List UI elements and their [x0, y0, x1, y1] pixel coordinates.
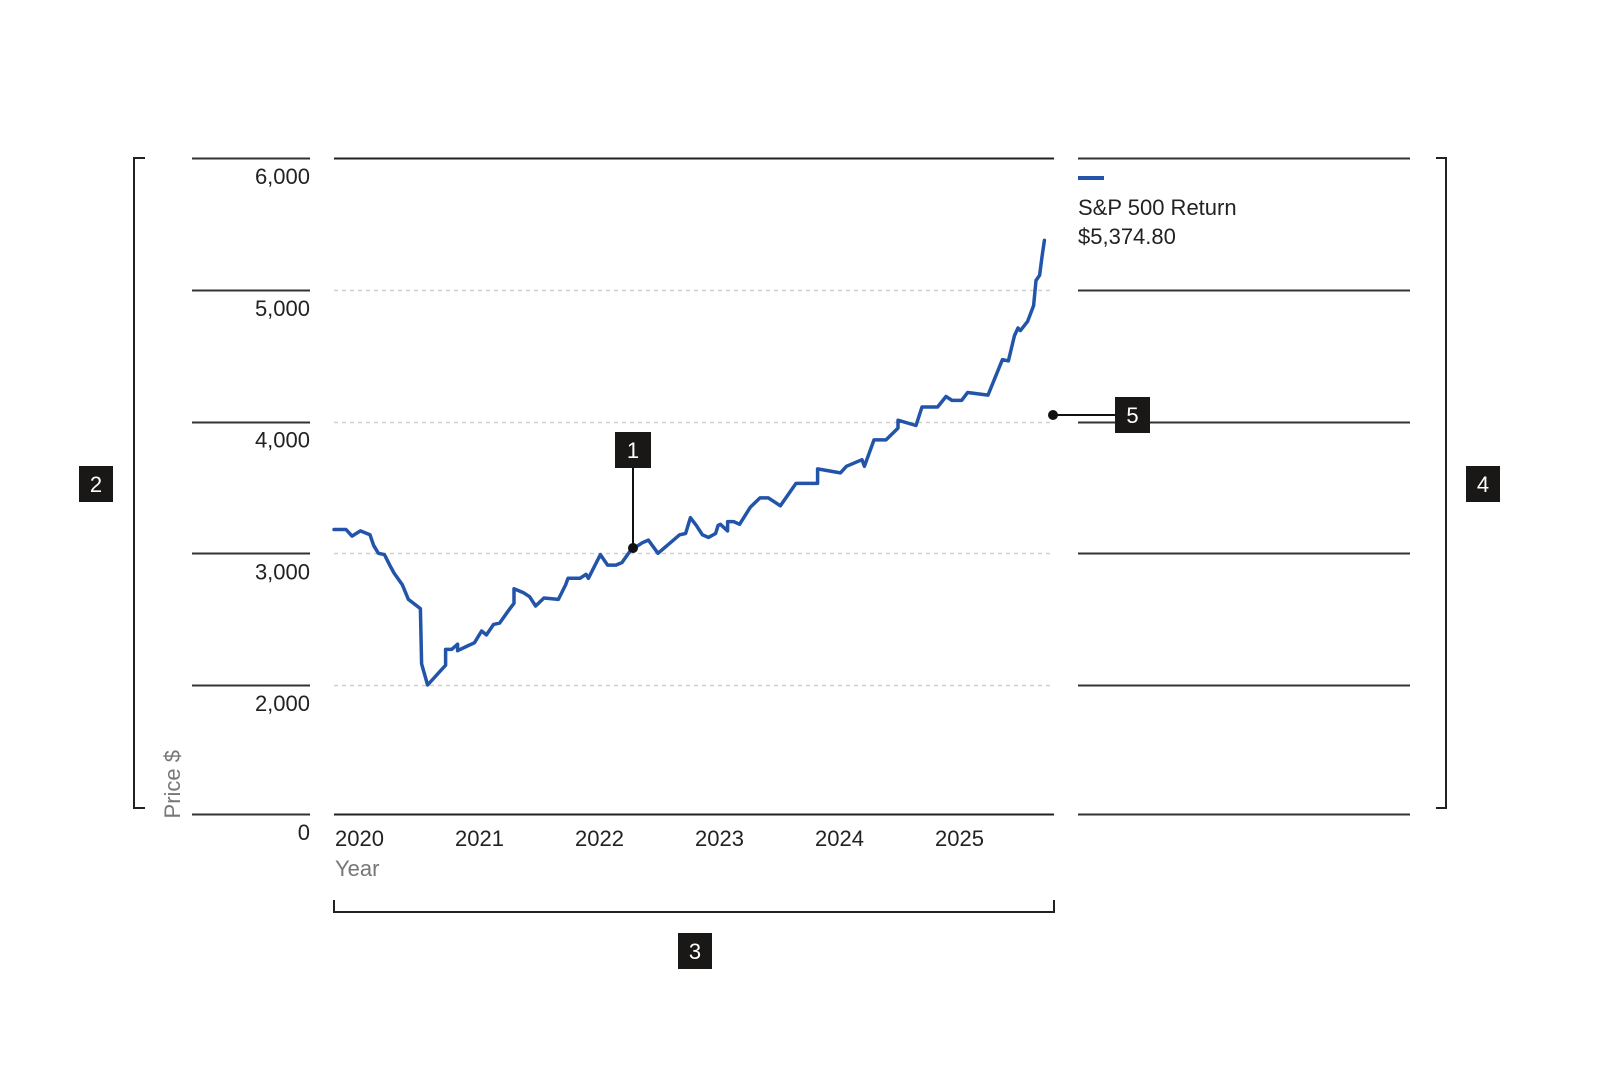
callout-3-label: 3	[689, 939, 701, 964]
series-line	[332, 238, 1047, 687]
y-axis-title: Price $	[160, 750, 185, 818]
callout-5-badge	[1115, 397, 1150, 433]
callout-2-badge	[79, 466, 113, 502]
callout-1-dot	[628, 543, 638, 553]
y-tick-label: 2,000	[255, 691, 310, 716]
y-tick-label: 4,000	[255, 428, 310, 453]
x-axis-title: Year	[335, 856, 379, 881]
y-axis: 0 2,000 3,000 4,000 5,000 6,000 Price $	[160, 157, 1410, 845]
callout-5-dot	[1048, 410, 1058, 420]
y-tick-label: 5,000	[255, 296, 310, 321]
legend-series-value: $5,374.80	[1078, 224, 1176, 249]
x-tick-label: 2025	[935, 826, 984, 851]
legend-series-name: S&P 500 Return	[1078, 195, 1237, 220]
callout-3-badge	[678, 933, 712, 969]
brackets	[133, 157, 1447, 913]
x-axis-bracket	[333, 900, 1055, 913]
series-layer	[332, 238, 1047, 687]
x-tick-label: 2023	[695, 826, 744, 851]
x-axis: 2020 2021 2022 2023 2024 2025 Year	[335, 826, 984, 881]
gridlines	[334, 157, 1054, 816]
callout-1-label: 1	[627, 438, 639, 463]
y-axis-bracket	[133, 157, 145, 809]
callout-1-badge	[615, 432, 651, 468]
legend-bracket	[1436, 157, 1447, 809]
callout-4-label: 4	[1477, 472, 1489, 497]
x-tick-label: 2020	[335, 826, 384, 851]
y-tick-label: 0	[298, 820, 310, 845]
callouts: 1 2 3 4 5	[79, 397, 1500, 969]
y-tick-label: 3,000	[255, 559, 310, 584]
x-tick-label: 2024	[815, 826, 864, 851]
callout-4-badge	[1466, 466, 1500, 502]
x-tick-label: 2022	[575, 826, 624, 851]
x-tick-label: 2021	[455, 826, 504, 851]
y-tick-label: 6,000	[255, 164, 310, 189]
callout-2-label: 2	[90, 472, 102, 497]
callout-5-label: 5	[1126, 403, 1138, 428]
legend: S&P 500 Return $5,374.80	[1078, 176, 1237, 249]
